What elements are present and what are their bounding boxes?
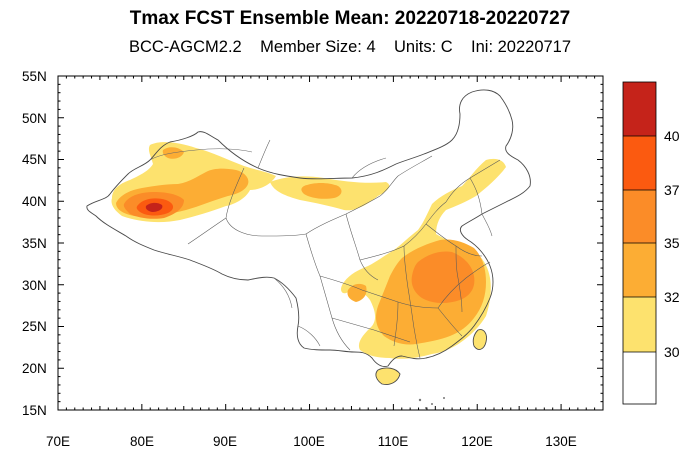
province-line <box>331 317 411 343</box>
island-dot <box>431 403 433 405</box>
yellow-region-taiwan <box>473 329 487 350</box>
lat-label-45: 45N <box>22 152 47 167</box>
lat-label-55: 55N <box>22 69 47 84</box>
island-taiwan <box>472 329 487 350</box>
colorbar-box-37-40 <box>623 136 656 190</box>
axis-labels: 55N 50N 45N 40N 35N 30N 25N 20N 15N 70E … <box>22 69 577 449</box>
orange-region-hexi <box>301 183 342 199</box>
axis-ticks <box>57 75 604 411</box>
dark-orange-region-yangtze <box>411 251 475 303</box>
lon-label-100: 100E <box>293 434 325 449</box>
neighbour-borders <box>149 148 493 347</box>
province-line <box>437 261 491 309</box>
map-layers <box>86 89 531 409</box>
lon-label-110: 110E <box>378 434 409 449</box>
island-dot <box>418 398 422 402</box>
colorbar-box-30-32 <box>623 297 656 352</box>
yellow-region-hainan <box>375 367 400 385</box>
colorbar-box-above-40 <box>623 82 656 136</box>
province-line <box>397 155 433 177</box>
island-hainan <box>375 367 401 385</box>
neighbour-line <box>481 213 493 237</box>
province-line <box>403 245 421 359</box>
units-label: Units: C <box>393 38 453 56</box>
chart-subtitle: BCC-AGCM2.2 Member Size: 4 Units: C Ini:… <box>0 38 700 57</box>
country-outline <box>86 89 531 367</box>
lat-label-30: 30N <box>22 278 47 293</box>
province-boundaries <box>187 139 501 359</box>
province-line <box>257 139 271 169</box>
colorbar-box-35-37 <box>623 190 656 243</box>
lat-label-50: 50N <box>22 111 47 126</box>
model-name: BCC-AGCM2.2 <box>128 38 242 56</box>
province-line <box>359 201 447 261</box>
colorbar-label-37: 37 <box>664 182 680 198</box>
south-sea-islands <box>418 397 445 409</box>
province-line <box>437 307 463 337</box>
lon-label-90: 90E <box>213 434 237 449</box>
ini-date: Ini: 20220717 <box>471 38 572 56</box>
province-line <box>319 275 439 309</box>
neighbour-line <box>351 157 387 179</box>
tmax-band-above-40 <box>145 202 163 212</box>
province-line <box>225 167 307 237</box>
lat-label-25: 25N <box>22 319 47 334</box>
member-size: Member Size: 4 <box>260 38 376 56</box>
lon-label-130: 130E <box>545 434 577 449</box>
neighbour-line <box>273 277 293 309</box>
colorbar-label-32: 32 <box>664 289 680 305</box>
chart-title: Tmax FCST Ensemble Mean: 20220718-202207… <box>129 8 571 29</box>
colorbar-box-32-35 <box>623 243 656 297</box>
neighbour-line <box>149 148 253 161</box>
island-dot <box>443 397 445 399</box>
dark-red-region-tarim <box>145 202 163 212</box>
province-line <box>187 217 227 245</box>
lat-label-20: 20N <box>22 361 47 376</box>
province-line <box>393 301 399 347</box>
colorbar: 40 37 35 32 30 <box>622 81 680 405</box>
plot-frame <box>57 75 604 411</box>
province-line <box>305 175 399 235</box>
lat-label-40: 40N <box>22 194 47 209</box>
colorbar-label-40: 40 <box>664 128 680 144</box>
province-line <box>305 233 351 351</box>
lon-label-120: 120E <box>461 434 493 449</box>
province-line <box>455 245 463 313</box>
colorbar-label-35: 35 <box>664 235 680 251</box>
lon-label-80: 80E <box>130 434 154 449</box>
lat-label-35: 35N <box>22 236 47 251</box>
lat-label-15: 15N <box>22 403 47 418</box>
colorbar-label-30: 30 <box>664 344 680 360</box>
lon-label-70: 70E <box>46 434 70 449</box>
colorbar-box-below-30 <box>623 352 656 404</box>
neighbour-line <box>297 325 321 347</box>
orange-region-sichuan <box>347 283 367 302</box>
province-line <box>469 177 483 215</box>
colorbar-outline <box>622 81 657 405</box>
